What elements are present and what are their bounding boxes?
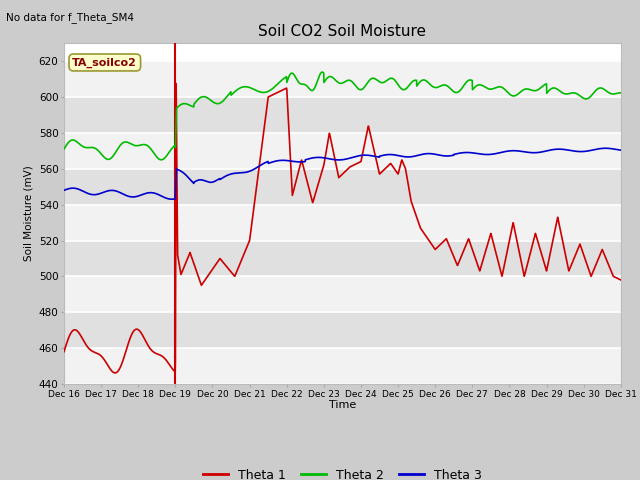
Text: TA_soilco2: TA_soilco2 — [72, 57, 137, 68]
Bar — [64, 169, 621, 204]
Bar — [64, 133, 621, 169]
Text: No data for f_Theta_SM4: No data for f_Theta_SM4 — [6, 12, 134, 23]
Bar — [64, 312, 621, 348]
X-axis label: Time: Time — [329, 400, 356, 410]
Y-axis label: Soil Moisture (mV): Soil Moisture (mV) — [23, 166, 33, 262]
Title: Soil CO2 Soil Moisture: Soil CO2 Soil Moisture — [259, 24, 426, 39]
Bar — [64, 240, 621, 276]
Bar — [64, 348, 621, 384]
Bar — [64, 204, 621, 240]
Legend: Theta 1, Theta 2, Theta 3: Theta 1, Theta 2, Theta 3 — [198, 464, 486, 480]
Bar — [64, 276, 621, 312]
Bar — [64, 97, 621, 133]
Bar — [64, 61, 621, 97]
